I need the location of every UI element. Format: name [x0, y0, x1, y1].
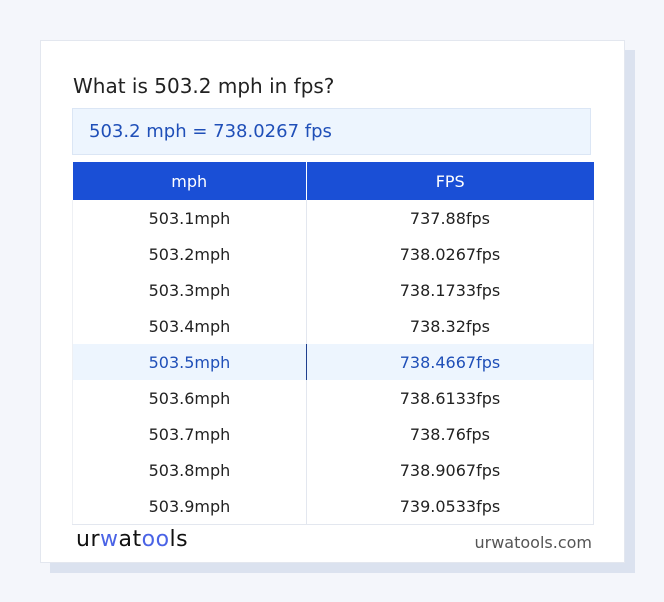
mph-cell: 503.1mph: [72, 200, 307, 236]
table-header: mph FPS: [72, 162, 594, 200]
site-url: urwatools.com: [474, 533, 593, 552]
header-fps: FPS: [306, 162, 594, 200]
fps-cell: 738.4667fps: [306, 344, 595, 380]
logo-text: w: [100, 527, 119, 552]
table-row: 503.1mph 737.88fps: [72, 200, 595, 236]
mph-cell: 503.4mph: [72, 308, 307, 344]
conversion-table: mph FPS 503.1mph 737.88fps 503.2mph 738.026…: [72, 162, 595, 525]
converter-card: What is 503.2 mph in fps? 503.2 mph = 73…: [40, 40, 625, 563]
mph-cell: 503.8mph: [72, 452, 307, 488]
urwatools-logo: urwatools: [76, 527, 188, 552]
mph-cell: 503.3mph: [72, 272, 307, 308]
fps-cell: 738.0267fps: [306, 236, 595, 272]
result-box: 503.2 mph = 738.0267 fps: [72, 108, 591, 155]
header-mph: mph: [72, 162, 307, 200]
logo-text: ur: [76, 527, 100, 552]
fps-cell: 738.9067fps: [306, 452, 595, 488]
table-row: 503.6mph 738.6133fps: [72, 380, 595, 416]
table-row: 503.9mph 739.0533fps: [72, 488, 595, 525]
fps-cell: 738.6133fps: [306, 380, 595, 416]
table-row: 503.3mph 738.1733fps: [72, 272, 595, 308]
fps-cell: 738.1733fps: [306, 272, 595, 308]
logo-text: ls: [169, 527, 189, 552]
table-row: 503.7mph 738.76fps: [72, 416, 595, 452]
mph-cell: 503.5mph: [72, 344, 307, 380]
mph-cell: 503.2mph: [72, 236, 307, 272]
logo-text: at: [118, 527, 142, 552]
fps-cell: 737.88fps: [306, 200, 595, 236]
table-row: 503.8mph 738.9067fps: [72, 452, 595, 488]
mph-cell: 503.6mph: [72, 380, 307, 416]
fps-cell: 738.32fps: [306, 308, 595, 344]
table-row: 503.2mph 738.0267fps: [72, 236, 595, 272]
mph-cell: 503.9mph: [72, 488, 307, 525]
table-row: 503.4mph 738.32fps: [72, 308, 595, 344]
fps-cell: 738.76fps: [306, 416, 595, 452]
mph-cell: 503.7mph: [72, 416, 307, 452]
fps-cell: 739.0533fps: [306, 488, 595, 525]
page-title: What is 503.2 mph in fps?: [73, 74, 335, 98]
logo-text: oo: [141, 527, 170, 552]
table-row: 503.5mph 738.4667fps: [72, 344, 595, 380]
